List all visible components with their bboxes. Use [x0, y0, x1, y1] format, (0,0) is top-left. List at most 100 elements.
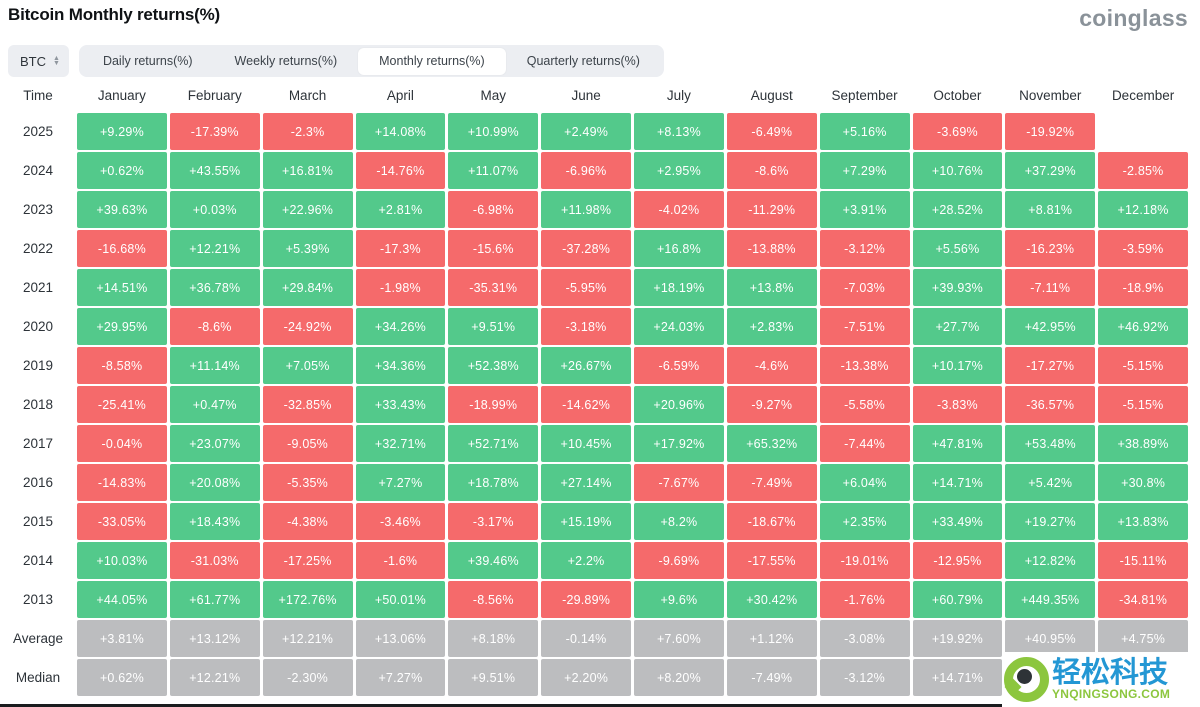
time-column-header: Time: [23, 88, 53, 103]
return-cell: +47.81%: [912, 425, 1003, 462]
return-cell: +37.29%: [1005, 152, 1096, 189]
return-cell: -5.95%: [541, 269, 631, 306]
return-cell: +22.96%: [262, 191, 353, 228]
return-cell: +42.95%: [1005, 308, 1096, 345]
return-cell: +43.55%: [169, 152, 260, 189]
row-label: 2023: [22, 202, 54, 217]
return-cell: -19.01%: [819, 542, 910, 579]
return-cell: +23.07%: [169, 425, 260, 462]
return-cell: -5.58%: [819, 386, 910, 423]
return-cell: -36.57%: [1005, 386, 1096, 423]
return-cell: -1.98%: [355, 269, 446, 306]
return-cell: -17.39%: [169, 113, 260, 150]
column-header: June: [571, 88, 601, 103]
return-cell: +18.19%: [634, 269, 724, 306]
return-cell: -0.04%: [77, 425, 167, 462]
tab-weekly-returns[interactable]: Weekly returns(%): [234, 53, 338, 68]
return-cell: -37.28%: [541, 230, 631, 267]
return-cell: -13.38%: [819, 347, 910, 384]
tab-daily-returns[interactable]: Daily returns(%): [102, 53, 193, 68]
return-cell: +7.27%: [355, 659, 446, 696]
return-cell: -6.49%: [726, 113, 817, 150]
return-cell: +52.71%: [448, 425, 539, 462]
return-cell: -17.3%: [355, 230, 446, 267]
return-cell: +15.19%: [541, 503, 631, 540]
return-cell: +36.78%: [169, 269, 260, 306]
return-cell: -3.08%: [819, 620, 910, 657]
return-cell: +13.8%: [726, 269, 817, 306]
return-cell: +8.13%: [634, 113, 724, 150]
return-cell: +9.51%: [448, 659, 539, 696]
return-cell: -8.6%: [726, 152, 817, 189]
return-cell: -3.18%: [541, 308, 631, 345]
return-cell: +14.08%: [355, 113, 446, 150]
column-header: November: [1019, 88, 1082, 103]
return-cell: +11.07%: [448, 152, 539, 189]
return-cell: -19.92%: [1005, 113, 1096, 150]
return-cell: -18.99%: [448, 386, 539, 423]
return-cell: +26.67%: [541, 347, 631, 384]
row-label: 2018: [22, 397, 54, 412]
row-label: 2022: [22, 241, 54, 256]
return-cell: -5.15%: [1098, 386, 1188, 423]
tab-monthly-returns[interactable]: Monthly returns(%): [358, 47, 506, 75]
return-cell: +16.8%: [634, 230, 724, 267]
return-cell: +39.46%: [448, 542, 539, 579]
column-header: January: [97, 88, 146, 103]
return-cell: +7.05%: [262, 347, 353, 384]
return-cell: +20.08%: [169, 464, 260, 501]
return-cell: -16.68%: [77, 230, 167, 267]
return-cell: -5.35%: [262, 464, 353, 501]
return-cell: -9.27%: [726, 386, 817, 423]
return-cell: -32.85%: [262, 386, 353, 423]
return-cell: +2.20%: [541, 659, 631, 696]
return-cell: -4.38%: [262, 503, 353, 540]
return-cell: +30.42%: [726, 581, 817, 618]
watermark-cn-text: 轻松科技: [1052, 657, 1169, 689]
row-label: 2020: [22, 319, 54, 334]
return-cell: +0.62%: [77, 152, 167, 189]
page-title: Bitcoin Monthly returns(%): [8, 5, 221, 24]
return-cell: +46.92%: [1098, 308, 1188, 345]
return-cell: +5.56%: [912, 230, 1003, 267]
return-cell: +29.95%: [77, 308, 167, 345]
return-cell: -15.6%: [448, 230, 539, 267]
return-cell: +13.83%: [1098, 503, 1188, 540]
return-cell: -17.27%: [1005, 347, 1096, 384]
return-cell: +4.75%: [1098, 620, 1188, 657]
watermark-en-text: YNQINGSONG.COM: [1052, 687, 1171, 701]
return-cell: -11.29%: [726, 191, 817, 228]
return-cell: -1.76%: [819, 581, 910, 618]
return-cell: +16.81%: [262, 152, 353, 189]
return-cell: +2.49%: [541, 113, 631, 150]
return-cell: +34.36%: [355, 347, 446, 384]
return-cell: -0.14%: [541, 620, 631, 657]
tab-quarterly-returns[interactable]: Quarterly returns(%): [526, 53, 640, 68]
watermark-eye-icon: [1017, 669, 1032, 684]
return-cell: +13.12%: [169, 620, 260, 657]
return-cell: +20.96%: [634, 386, 724, 423]
row-label: 2015: [22, 514, 54, 529]
return-cell: +9.6%: [634, 581, 724, 618]
return-cell: +10.76%: [912, 152, 1003, 189]
return-cell: -7.49%: [726, 464, 817, 501]
return-cell: -4.02%: [634, 191, 724, 228]
return-cell: +11.14%: [169, 347, 260, 384]
return-cell: +33.43%: [355, 386, 446, 423]
return-cell: +8.20%: [634, 659, 724, 696]
chevron-updown-icon: ▲ ▼: [53, 55, 60, 67]
row-label: 2025: [22, 124, 54, 139]
column-header: December: [1111, 88, 1175, 103]
row-label: 2021: [22, 280, 54, 295]
return-cell: +39.93%: [912, 269, 1003, 306]
return-cell: +29.84%: [262, 269, 353, 306]
return-cell: +18.78%: [448, 464, 539, 501]
return-cell: +19.27%: [1005, 503, 1096, 540]
return-cell: +7.60%: [634, 620, 724, 657]
return-cell: -4.6%: [726, 347, 817, 384]
return-cell: -3.46%: [355, 503, 446, 540]
symbol-select[interactable]: BTC ▲ ▼: [8, 45, 69, 77]
return-cell: +18.43%: [169, 503, 260, 540]
return-cell: -18.67%: [726, 503, 817, 540]
return-cell: +14.71%: [912, 464, 1003, 501]
